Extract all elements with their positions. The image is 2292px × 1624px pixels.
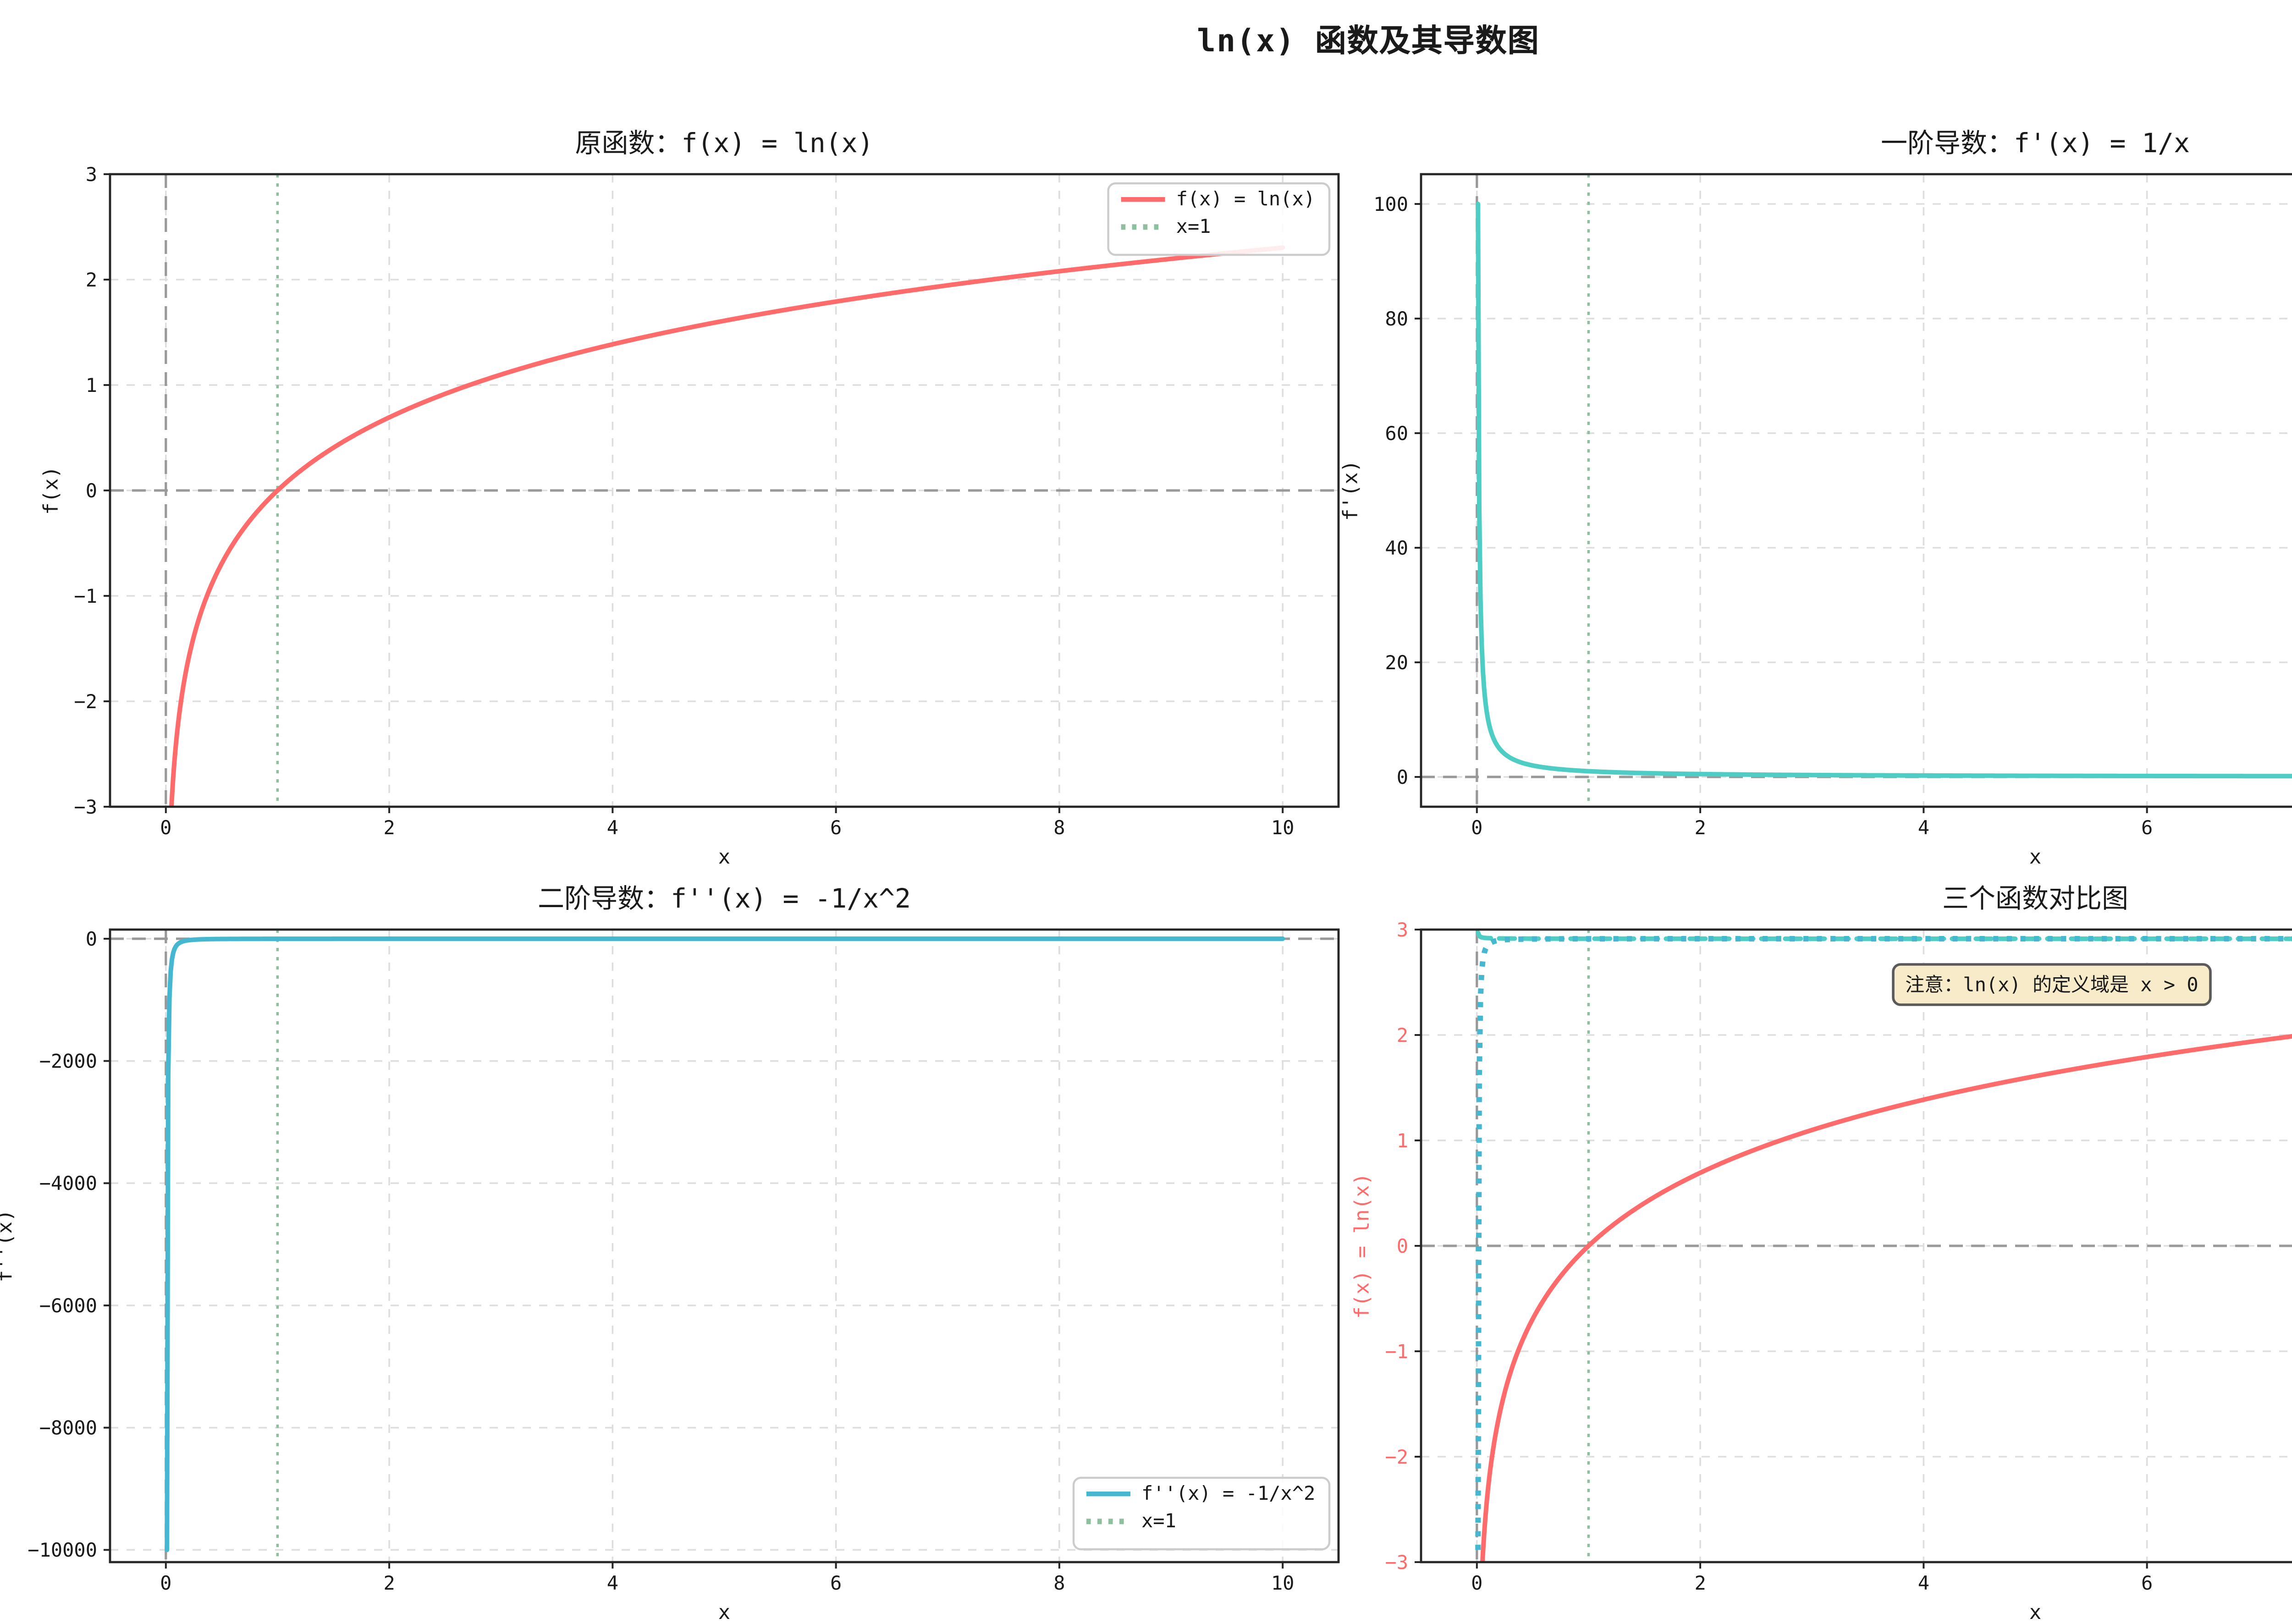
x-tick-label: 0 — [1471, 1572, 1482, 1594]
y-axis-label: f'(x) — [1339, 460, 1362, 521]
y-tick-label: −2000 — [39, 1050, 97, 1072]
x-tick-label: 0 — [160, 816, 171, 839]
y-tick-label: −3 — [74, 796, 97, 818]
y-tick-label: 1 — [86, 374, 97, 396]
legend-label: f''(x) = -1/x^2 — [1141, 1482, 1315, 1504]
x-tick-label: 4 — [607, 816, 618, 839]
y-tick-label: 100 — [1373, 193, 1408, 215]
series-neg_inv_sq — [165, 936, 1285, 1552]
series-ln — [1480, 1034, 2292, 1562]
y-tick-label: −6000 — [39, 1294, 97, 1317]
series-inv — [1476, 202, 2292, 779]
legend-frame — [1072, 1476, 1331, 1551]
x-tick-label: 8 — [1053, 1572, 1065, 1594]
y-tick-label: −1 — [74, 585, 97, 607]
y-tick-label: 60 — [1385, 422, 1408, 445]
y-tick-label: 0 — [86, 928, 97, 950]
axes-frame — [1420, 173, 2292, 808]
x-tick-label: 4 — [607, 1572, 618, 1594]
x-tick-label: 8 — [1053, 816, 1065, 839]
legend: f''(x) = -1/x^2 x=1 — [1072, 1476, 1331, 1551]
subplot-4: 02468103210−1−2−30−2000−4000−6000−8000−1… — [1350, 883, 2292, 1624]
y-tick-label: 1 — [1397, 1129, 1408, 1152]
legend: f(x) = ln(x) x=1 — [1107, 182, 1331, 256]
axes-frame — [109, 928, 1340, 1563]
x-axis-label: x — [718, 845, 731, 869]
y-tick-label: 0 — [1397, 766, 1408, 788]
x-tick-label: 6 — [2141, 816, 2153, 839]
y-tick-label: 2 — [86, 269, 97, 291]
legend-label: x=1 — [1141, 1509, 1176, 1532]
subplot-2-title: 一阶导数：f'(x) = 1/x — [1881, 127, 2190, 159]
x-axis-label: x — [2029, 845, 2042, 869]
x-tick-label: 2 — [383, 1572, 395, 1594]
series-ln — [169, 245, 1285, 807]
x-tick-label: 4 — [1918, 1572, 1929, 1594]
y-tick-label: 0 — [1397, 1235, 1408, 1257]
subplot-2: 0246810100806040200一阶导数：f'(x) = 1/xxf'(x… — [1339, 127, 2292, 869]
annotation-text: 注意：ln(x) 的定义域是 x > 0 — [1905, 973, 2198, 996]
y-tick-label: 40 — [1385, 537, 1408, 559]
legend-label: x=1 — [1176, 215, 1211, 237]
x-tick-label: 2 — [1694, 1572, 1706, 1594]
y-axis-label: f''(x) — [0, 1210, 17, 1283]
x-tick-label: 4 — [1918, 816, 1929, 839]
x-axis-label: x — [718, 1601, 731, 1624]
subplot-3-title: 二阶导数：f''(x) = -1/x^2 — [538, 883, 911, 914]
y-tick-label: 0 — [86, 479, 97, 502]
subplot-3: 0 2 4 6 8 10 0 −2000 −4000 −6000 −8000 −10000 二阶导数：f… — [0, 883, 1340, 1624]
y-axis-label: f(x) — [39, 466, 63, 515]
gridlines — [1421, 174, 2292, 807]
y-axis-label: f(x) = ln(x) — [1350, 1173, 1374, 1319]
y-tick-label: 2 — [1397, 1024, 1408, 1046]
y-tick-label: 3 — [1397, 919, 1408, 941]
y-tick-label: 3 — [86, 163, 97, 186]
legend-label: f(x) = ln(x) — [1176, 187, 1315, 210]
y-tick-label: −4000 — [39, 1172, 97, 1195]
series-neg_inv_sq — [1475, 936, 2292, 1550]
subplot-4-title: 三个函数对比图 — [1942, 883, 2128, 914]
x-tick-label: 6 — [830, 816, 842, 839]
x-tick-label: 2 — [383, 816, 395, 839]
gridlines — [110, 930, 1339, 1562]
annotation-box — [1892, 963, 2212, 1006]
y-tick-label: −3 — [1385, 1551, 1408, 1574]
x-tick-label: 6 — [830, 1572, 842, 1594]
x-tick-label: 6 — [2141, 1572, 2153, 1594]
y-tick-label: −2 — [74, 690, 97, 713]
y-tick-label: −10000 — [28, 1539, 97, 1561]
x-tick-label: 0 — [160, 1572, 171, 1594]
gridlines — [1421, 929, 2292, 1563]
y-tick-label: 20 — [1385, 651, 1408, 674]
figure-title: ln(x) 函数及其导数图 — [1197, 24, 1540, 61]
subplot-1-title: 原函数：f(x) = ln(x) — [575, 127, 873, 159]
x-tick-label: 2 — [1694, 816, 1706, 839]
y-tick-label: 80 — [1385, 308, 1408, 330]
y-tick-label: −1 — [1385, 1340, 1408, 1363]
y-tick-label: −2 — [1385, 1446, 1408, 1468]
x-tick-label: 10 — [1271, 816, 1295, 839]
x-tick-label: 10 — [1271, 1572, 1295, 1594]
x-tick-label: 0 — [1471, 816, 1482, 839]
x-axis-label: x — [2029, 1601, 2042, 1624]
y-tick-label: −8000 — [39, 1416, 97, 1439]
